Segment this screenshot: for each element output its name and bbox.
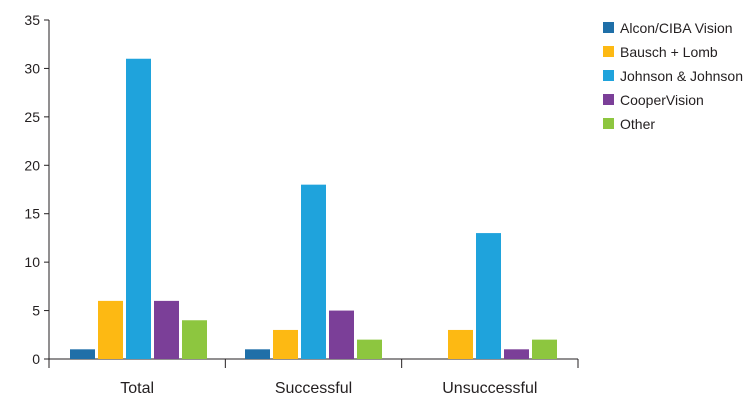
bar — [245, 349, 270, 359]
bars — [70, 58, 557, 359]
legend-item: CooperVision — [603, 92, 704, 108]
legend-item: Other — [603, 116, 655, 132]
bar — [182, 320, 207, 359]
legend-label: CooperVision — [620, 92, 704, 108]
legend-label: Johnson & Johnson — [620, 68, 743, 84]
bar — [273, 329, 298, 359]
bar — [532, 339, 557, 359]
bar — [70, 349, 95, 359]
bar — [329, 310, 354, 359]
y-tick-label: 0 — [32, 351, 40, 367]
legend-item: Bausch + Lomb — [603, 44, 718, 60]
bar — [98, 300, 123, 359]
bar — [504, 349, 529, 359]
x-tick-label: Total — [120, 380, 154, 397]
y-tick-label: 20 — [24, 157, 40, 173]
legend-label: Other — [620, 116, 655, 132]
y-tick-label: 25 — [24, 109, 40, 125]
y-tick-label: 35 — [24, 12, 40, 28]
legend: Alcon/CIBA Vision Bausch + Lomb Johnson & … — [603, 20, 743, 132]
bar — [301, 184, 326, 359]
legend-swatch — [603, 94, 614, 105]
legend-label: Alcon/CIBA Vision — [620, 20, 733, 36]
x-tick-label: Successful — [275, 380, 352, 397]
y-axis: 0 5 10 15 20 25 30 35 — [24, 12, 50, 367]
x-axis: Total Successful Unsuccessful — [48, 358, 579, 397]
bar — [126, 58, 151, 359]
legend-label: Bausch + Lomb — [620, 44, 718, 60]
legend-item: Johnson & Johnson — [603, 68, 743, 84]
legend-item: Alcon/CIBA Vision — [603, 20, 733, 36]
bar — [154, 300, 179, 359]
y-tick-label: 5 — [32, 303, 40, 319]
y-tick-label: 15 — [24, 206, 40, 222]
y-tick-label: 10 — [24, 254, 40, 270]
bar — [357, 339, 382, 359]
x-tick-label: Unsuccessful — [442, 380, 537, 397]
legend-swatch — [603, 22, 614, 33]
y-tick-label: 30 — [24, 60, 40, 76]
bar — [448, 329, 473, 359]
legend-swatch — [603, 70, 614, 81]
bar — [476, 233, 501, 359]
legend-swatch — [603, 46, 614, 57]
legend-swatch — [603, 118, 614, 129]
